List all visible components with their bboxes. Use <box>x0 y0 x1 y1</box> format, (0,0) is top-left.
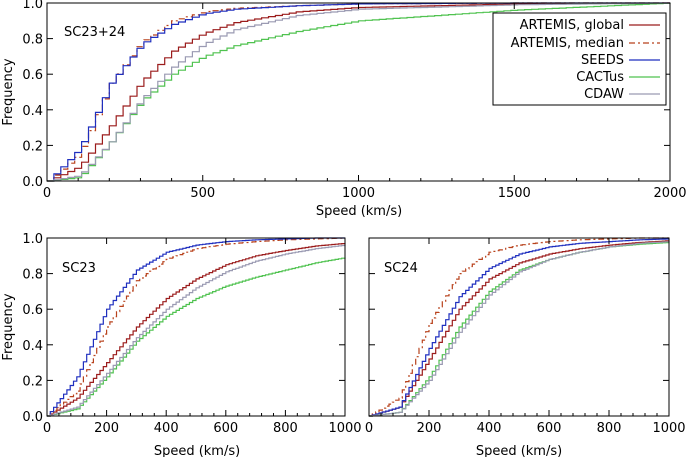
plot-area-0: 0 500 1000 1500 2000 0.0 0.2 0.4 0.6 0.8 1.0 <box>22 0 686 201</box>
panel-title: SC23 <box>62 261 96 276</box>
x-tick-label: 600 <box>537 421 562 436</box>
x-tick-label: 400 <box>477 421 502 436</box>
y-axis-label: Frequency <box>1 293 16 360</box>
y-tick-label: 0.2 <box>22 139 43 154</box>
x-tick-label: 1000 <box>652 421 685 436</box>
series-line-artemis-median <box>47 237 346 417</box>
x-axis-label: Speed (km/s) <box>476 444 562 457</box>
panel-sc23-24: SC23+24 Speed (km/s) Frequency <box>1 25 402 219</box>
x-tick-label: 1000 <box>342 186 375 201</box>
y-tick-label: 0.6 <box>22 68 43 83</box>
y-tick-label: 0.4 <box>22 339 43 354</box>
series-line-artemis-global <box>47 2 670 182</box>
x-tick-label: 0 <box>365 421 373 436</box>
plot-area-2: 0 200 400 600 800 1000 <box>365 237 686 436</box>
panel-sc23: SC23 Speed (km/s) Frequency <box>1 261 240 457</box>
y-tick-label: 0.4 <box>22 104 43 119</box>
legend-item-seeds: SEEDS <box>581 53 660 68</box>
series-line-artemis-global <box>47 243 346 417</box>
x-tick-label: 200 <box>417 421 442 436</box>
x-tick-label: 200 <box>94 421 119 436</box>
x-tick-label: 1000 <box>328 421 361 436</box>
axes-frame <box>368 237 670 417</box>
legend-box <box>492 12 667 106</box>
y-tick-label: 0.8 <box>22 268 43 283</box>
x-tick-label: 500 <box>190 186 215 201</box>
y-tick-label: 0.2 <box>22 374 43 389</box>
y-tick-label: 0.0 <box>22 410 43 425</box>
legend-item-cdaw: CDAW <box>584 87 660 102</box>
legend-label: CACTus <box>576 70 624 85</box>
legend-label: ARTEMIS, global <box>520 18 624 33</box>
x-tick-label: 0 <box>43 421 51 436</box>
x-tick-label: 400 <box>154 421 179 436</box>
panel-title: SC23+24 <box>64 25 125 40</box>
axes-frame <box>46 237 346 417</box>
legend: ARTEMIS, global ARTEMIS, median SEEDS CA… <box>492 12 667 106</box>
y-axis-label: Frequency <box>1 58 16 125</box>
y-tick-label: 0.6 <box>22 303 43 318</box>
x-axis-label: Speed (km/s) <box>154 444 240 457</box>
legend-item-cactus: CACTus <box>576 70 660 85</box>
series-line-cdaw <box>47 2 671 182</box>
series-line-cdaw <box>47 244 346 417</box>
y-tick-label: 1.0 <box>22 0 43 12</box>
y-tick-label: 0.0 <box>22 175 43 190</box>
x-tick-label: 0 <box>43 186 51 201</box>
legend-label: CDAW <box>584 87 624 102</box>
series-line-cdaw <box>369 241 670 417</box>
series-line-artemis-median <box>369 237 669 417</box>
x-axis-label: Speed (km/s) <box>316 204 402 219</box>
y-tick-label: 0.8 <box>22 33 43 48</box>
x-tick-label: 1500 <box>498 186 531 201</box>
y-tick-label: 1.0 <box>22 232 43 247</box>
legend-item-artemis-median: ARTEMIS, median <box>511 36 660 51</box>
x-tick-label: 2000 <box>653 186 686 201</box>
panel-sc24: SC24 Speed (km/s) <box>384 261 562 457</box>
legend-label: ARTEMIS, median <box>511 36 624 51</box>
x-tick-label: 600 <box>213 421 238 436</box>
series-line-seeds <box>47 237 345 417</box>
plot-area-1: 0 200 400 600 800 1000 0.0 0.2 0.4 0.6 0.8 1.0 <box>22 232 361 436</box>
x-tick-label: 800 <box>597 421 622 436</box>
legend-label: SEEDS <box>581 53 624 68</box>
series-line-seeds <box>369 238 670 417</box>
panel-title: SC24 <box>384 261 418 276</box>
legend-item-artemis-global: ARTEMIS, global <box>520 18 660 33</box>
x-tick-label: 800 <box>273 421 298 436</box>
